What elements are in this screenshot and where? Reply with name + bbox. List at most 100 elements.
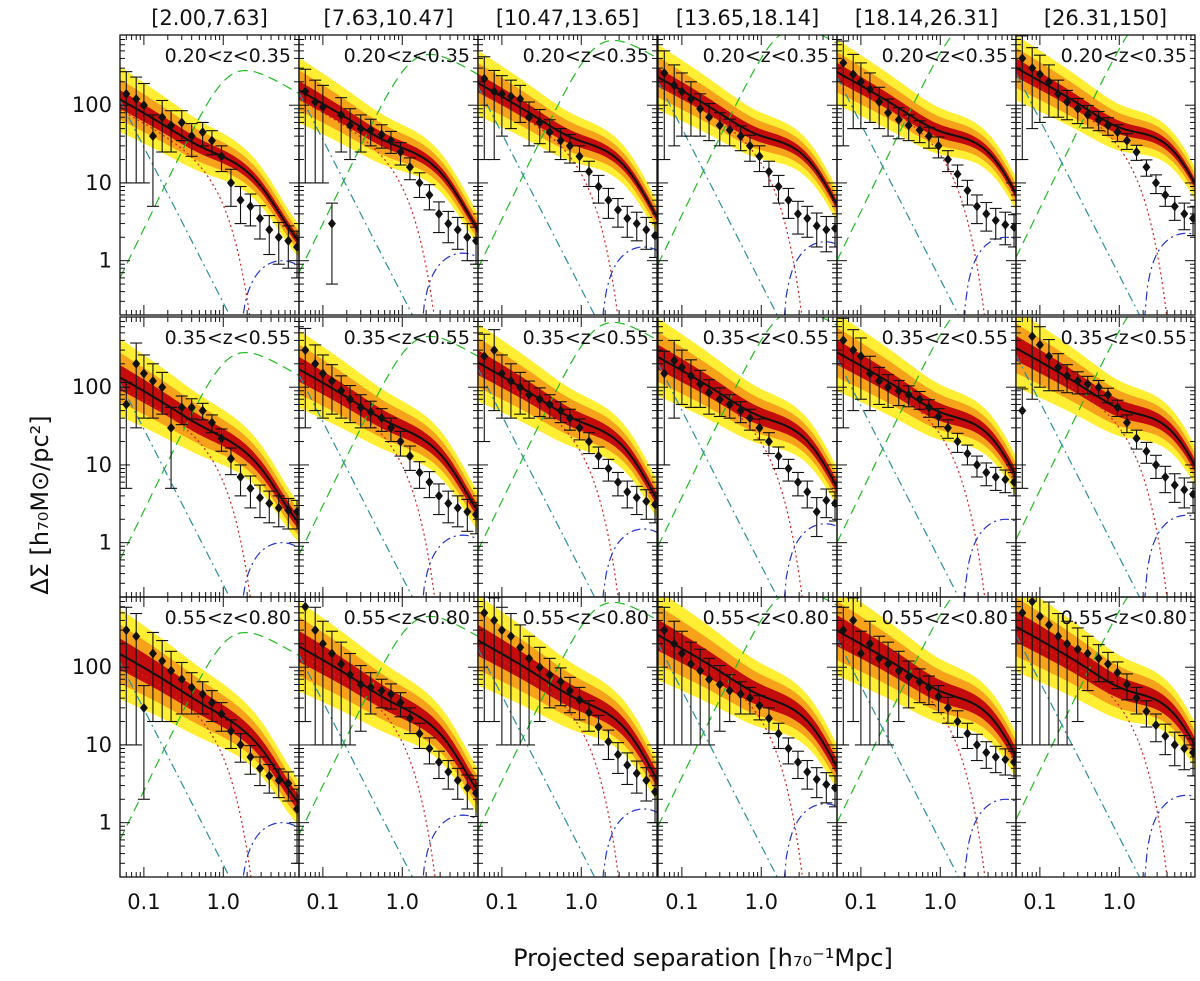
two-halo-curve (837, 317, 953, 543)
data-point (1044, 351, 1053, 362)
data-point (1189, 213, 1195, 224)
data-point (516, 382, 525, 393)
data-point (318, 368, 327, 379)
data-point (594, 181, 603, 192)
data-point (924, 402, 933, 413)
data-point (453, 224, 462, 235)
data-point (1073, 644, 1082, 655)
one-halo-curve (299, 98, 435, 315)
stellar-curve (837, 76, 960, 315)
data-point (696, 103, 705, 114)
two-halo-curve (120, 69, 299, 279)
data-point (803, 486, 812, 497)
data-point (480, 351, 489, 362)
data-point (1161, 731, 1170, 742)
two-halo-curve (658, 317, 837, 547)
data-point (535, 117, 544, 128)
data-point (604, 195, 613, 206)
data-point (506, 376, 515, 387)
stellar-curve (1016, 634, 1141, 877)
data-point (623, 486, 632, 497)
panel-frame (1015, 596, 1196, 878)
data-point (463, 506, 472, 517)
data-point (764, 166, 773, 177)
data-point (803, 766, 812, 777)
data-point (934, 140, 943, 151)
miscentering-curve (602, 808, 657, 877)
data-point (132, 94, 141, 105)
redshift-label: 0.35<z<0.55 (1061, 327, 1187, 349)
data-point (774, 181, 783, 192)
data-point (943, 702, 952, 713)
data-point (670, 638, 679, 649)
data-point (556, 676, 565, 687)
data-point (217, 151, 226, 162)
x-axis-label: Projected separation [h₇₀⁻¹Mpc] (513, 944, 893, 972)
panel-r3-c2: 0.55<z<0.80 0.1 1.0 (298, 596, 479, 914)
total-model-curve (299, 645, 478, 793)
data-point (167, 120, 176, 131)
data-point (904, 120, 913, 131)
data-point (217, 433, 226, 444)
data-point (177, 117, 186, 128)
confidence-band-3 (299, 80, 478, 235)
data-point (425, 477, 434, 488)
data-point (884, 382, 893, 393)
x-tick-label: 0.1 (665, 890, 698, 914)
data-point (894, 665, 903, 676)
data-point (584, 166, 593, 177)
two-halo-curve (658, 597, 837, 827)
data-point (1151, 177, 1160, 188)
data-point (943, 154, 952, 165)
data-point (856, 76, 865, 87)
redshift-label: 0.35<z<0.55 (165, 327, 291, 349)
data-point (642, 775, 651, 786)
data-point (1001, 219, 1010, 230)
data-point (632, 492, 641, 503)
column-label-2: [7.63,10.47] (324, 6, 454, 30)
data-point (670, 80, 679, 91)
data-point (651, 230, 657, 241)
miscentering-curve (964, 518, 1016, 597)
redshift-label: 0.55<z<0.80 (344, 607, 470, 629)
stellar-curve (478, 86, 596, 315)
data-point (246, 483, 255, 494)
data-point (660, 625, 669, 636)
stellar-curve (299, 654, 414, 877)
confidence-band-2 (299, 70, 478, 240)
data-point (236, 739, 245, 750)
total-model-curve (478, 639, 657, 780)
stellar-curve (837, 638, 960, 877)
data-point (293, 506, 299, 517)
data-point (255, 492, 264, 503)
redshift-label: 0.55<z<0.80 (1061, 607, 1187, 629)
data-point (265, 224, 274, 235)
data-point (265, 770, 274, 781)
data-point (346, 120, 355, 131)
data-point (198, 405, 207, 416)
data-point (366, 682, 375, 693)
data-point (1170, 739, 1179, 750)
data-point (217, 709, 226, 720)
data-point (1083, 378, 1092, 389)
miscentering-curve (242, 260, 299, 315)
column-label-3: [10.47,13.65] (496, 6, 639, 30)
x-tick-label: 1.0 (386, 890, 419, 914)
data-point (565, 413, 574, 424)
data-point (604, 463, 613, 474)
data-point (1142, 706, 1151, 717)
data-point (1132, 147, 1141, 158)
one-halo-curve (1016, 354, 1168, 597)
y-tick-label: 100 (72, 655, 112, 679)
stellar-curve (1016, 354, 1141, 597)
x-tick-label: 0.1 (127, 890, 160, 914)
data-point (774, 728, 783, 739)
total-model-curve (1016, 66, 1195, 185)
stellar-curve (837, 358, 960, 597)
data-point (226, 726, 235, 737)
two-halo-curve (658, 35, 837, 265)
two-halo-curve (120, 631, 299, 841)
data-point (812, 220, 821, 231)
data-point (725, 124, 734, 135)
data-point (444, 498, 453, 509)
